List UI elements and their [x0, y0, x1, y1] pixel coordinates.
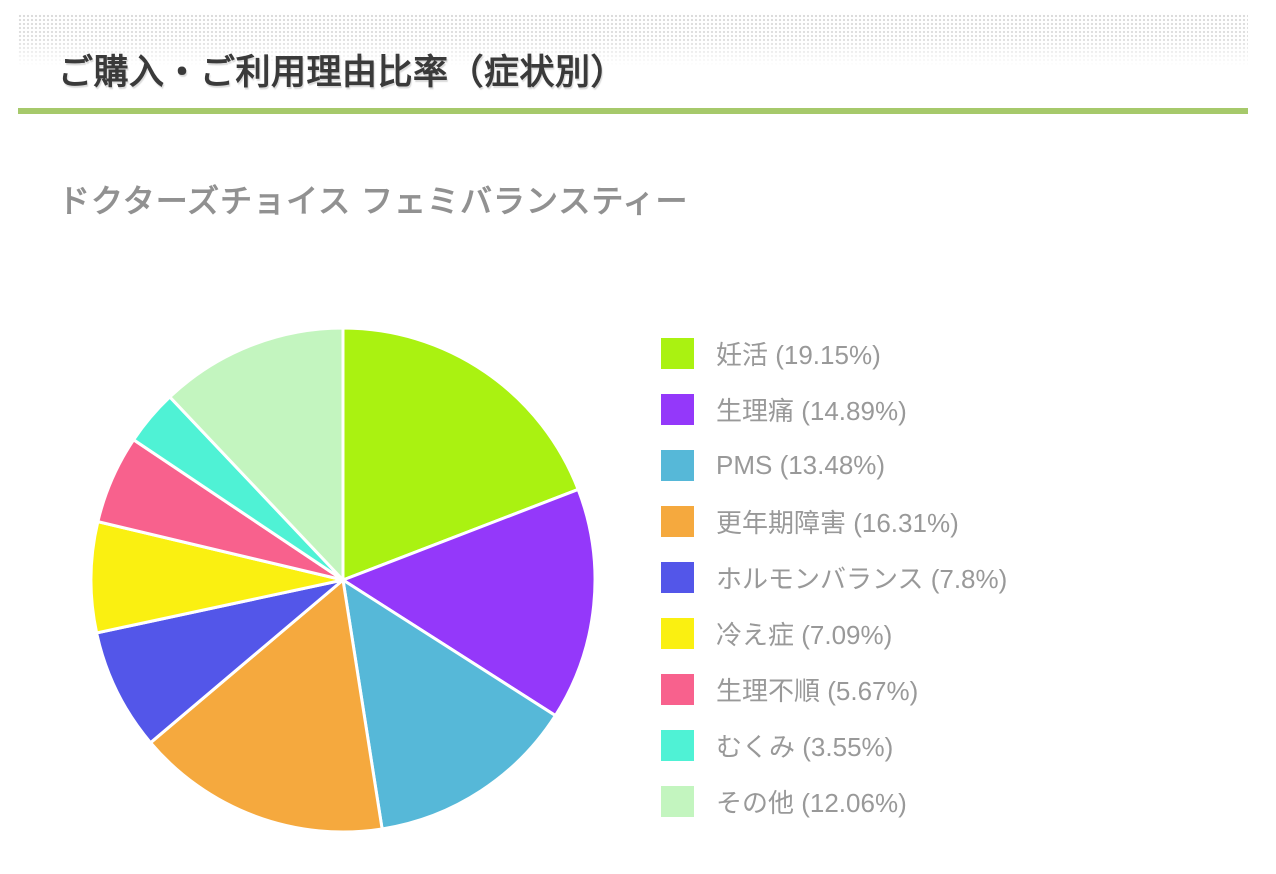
pie-slice [339, 487, 597, 718]
pie-slice [89, 519, 344, 635]
legend-swatch [661, 337, 694, 369]
legend-item: 妊活 (19.15%) [661, 325, 1007, 381]
legend-label: 生理痛 (14.89%) [716, 395, 907, 426]
pie-slice [341, 576, 558, 831]
legend-label: 妊活 (19.15%) [716, 339, 881, 370]
chart-legend: 妊活 (19.15%) 生理痛 (14.89%) PMS (13.48%) 更年期障害… [661, 325, 1007, 829]
legend-label: ホルモンバランス (7.8%) [716, 563, 1008, 594]
legend-item: 更年期障害 (16.31%) [661, 493, 1007, 549]
pie-slice [148, 577, 384, 834]
legend-swatch [661, 561, 694, 593]
legend-swatch [661, 505, 694, 537]
chart-title: ドクターズチョイス フェミバランスティー [58, 183, 689, 219]
header-accent-line [18, 108, 1248, 114]
legend-label: 生理不順 (5.67%) [716, 675, 919, 706]
legend-item: PMS (13.48%) [661, 437, 1007, 493]
legend-swatch [661, 729, 694, 761]
legend-label: PMS (13.48%) [716, 449, 886, 480]
legend-item: むくみ (3.55%) [661, 717, 1007, 773]
legend-item: その他 (12.06%) [661, 773, 1007, 829]
legend-item: 生理痛 (14.89%) [661, 381, 1007, 437]
pie-slice [167, 326, 345, 584]
page-title: ご購入・ご利用理由比率（症状別） [58, 53, 627, 92]
legend-label: 更年期障害 (16.31%) [716, 507, 959, 538]
legend-item: 生理不順 (5.67%) [661, 661, 1007, 717]
legend-swatch [661, 785, 694, 817]
legend-label: むくみ (3.55%) [716, 731, 894, 762]
legend-label: 冷え症 (7.09%) [716, 619, 893, 650]
legend-label: その他 (12.06%) [716, 787, 907, 818]
legend-swatch [661, 673, 694, 705]
header-texture-strip [18, 14, 1248, 66]
legend-swatch [661, 449, 694, 481]
pie-slice [341, 326, 581, 583]
legend-swatch [661, 393, 694, 425]
legend-item: 冷え症 (7.09%) [661, 605, 1007, 661]
legend-swatch [661, 617, 694, 649]
legend-item: ホルモンバランス (7.8%) [661, 549, 1007, 605]
pie-chart [89, 326, 597, 834]
